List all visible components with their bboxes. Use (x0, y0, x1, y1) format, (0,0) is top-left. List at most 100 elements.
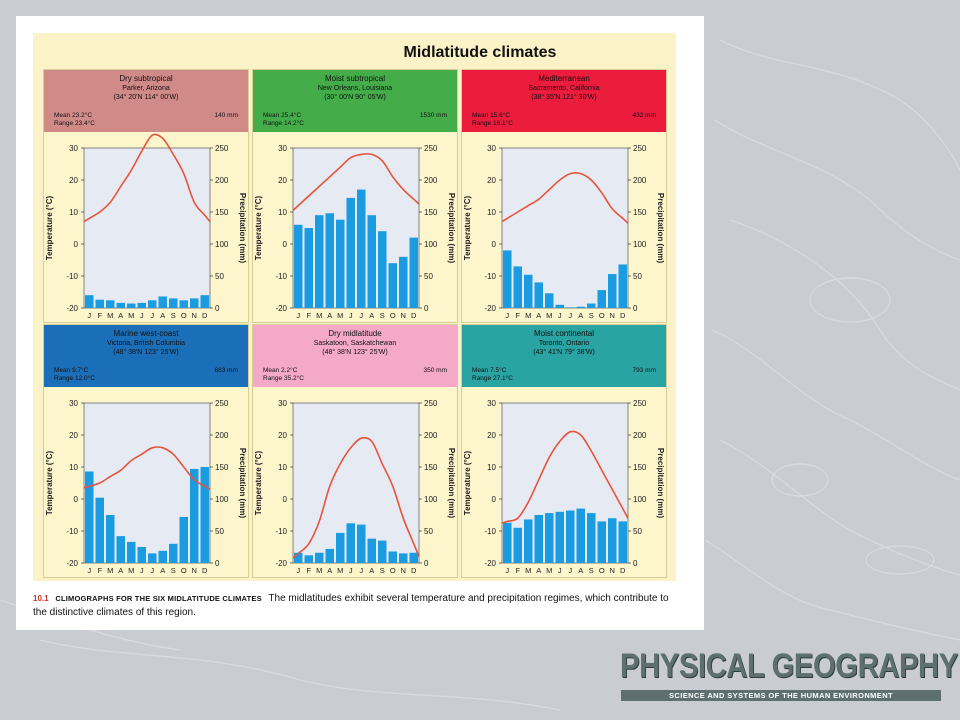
temperature-tick-label: 10 (69, 208, 78, 217)
precipitation-tick-label: 150 (215, 463, 229, 472)
precipitation-bar (116, 302, 125, 308)
month-label: J (140, 566, 144, 575)
climograph-panel: Moist subtropical New Orleans, Louisiana (… (252, 69, 458, 323)
precipitation-bar (95, 299, 104, 308)
precipitation-bar (399, 256, 408, 308)
month-label: O (390, 311, 396, 320)
month-label: M (316, 311, 322, 320)
month-label: A (118, 311, 123, 320)
station-location: Parker, Arizona (122, 85, 170, 92)
precipitation-tick-label: 0 (633, 304, 638, 313)
temperature-tick-label: 30 (69, 399, 78, 408)
temperature-tick-label: 20 (487, 176, 496, 185)
figure-caption: 10.1 CLIMOGRAPHS FOR THE SIX MIDLATITUDE… (33, 592, 683, 620)
temperature-line (83, 133, 211, 223)
temperature-range: Range 14.2°C (263, 120, 304, 127)
precipitation-tick-label: 0 (424, 304, 429, 313)
precipitation-axis-title: Precipitation (mm) (238, 193, 247, 264)
climate-name: Mediterranean (538, 74, 590, 83)
annual-precipitation: 683 mm (214, 367, 238, 374)
temperature-tick-label: -10 (484, 527, 496, 536)
precipitation-tick-label: 100 (215, 240, 229, 249)
precipitation-bar (315, 552, 324, 563)
precipitation-bar (555, 304, 564, 308)
precipitation-tick-label: 50 (215, 527, 224, 536)
precipitation-tick-label: 150 (424, 208, 438, 217)
temperature-tick-label: 20 (278, 176, 287, 185)
precipitation-bar (116, 536, 125, 563)
precipitation-tick-label: 0 (424, 559, 429, 568)
precipitation-tick-label: 150 (633, 463, 647, 472)
month-label: N (401, 311, 406, 320)
month-label: J (568, 566, 572, 575)
temperature-tick-label: 10 (278, 208, 287, 217)
precipitation-bar (304, 555, 313, 563)
month-label: S (380, 566, 385, 575)
mean-temperature: Mean 9.7°C (54, 367, 89, 374)
precipitation-bar (566, 510, 575, 563)
temperature-tick-label: -10 (275, 527, 287, 536)
precipitation-tick-label: 200 (215, 431, 229, 440)
month-label: J (349, 311, 353, 320)
precipitation-bar (127, 303, 136, 308)
precipitation-bar (325, 213, 334, 308)
temperature-line (292, 152, 420, 211)
precipitation-bar (148, 300, 157, 308)
precipitation-bar (137, 302, 146, 308)
temperature-tick-label: 0 (492, 240, 497, 249)
precipitation-bar (545, 293, 554, 308)
precipitation-bar (294, 224, 303, 308)
precipitation-bar (169, 543, 178, 563)
mean-temperature: Mean 7.5°C (472, 367, 507, 374)
panel-header: Mediterranean Sacramento, California (38° … (462, 70, 666, 132)
month-label: A (327, 566, 332, 575)
temperature-line (292, 436, 420, 559)
month-label: N (610, 566, 615, 575)
month-label: N (192, 311, 197, 320)
plot-area (501, 402, 629, 564)
plot-area (292, 402, 420, 564)
precipitation-bar (576, 508, 585, 563)
month-label: S (171, 566, 176, 575)
caption-text: The midlatitudes exhibit several tempera… (33, 593, 669, 618)
temperature-line (501, 171, 629, 224)
temperature-tick-label: -20 (484, 559, 496, 568)
month-label: J (568, 311, 572, 320)
plot-area (292, 147, 420, 309)
temperature-tick-label: 30 (278, 399, 287, 408)
temperature-tick-label: 30 (278, 144, 287, 153)
precipitation-tick-label: 150 (424, 463, 438, 472)
month-label: M (337, 566, 343, 575)
precipitation-bar (597, 290, 606, 308)
precipitation-bar (503, 522, 512, 563)
month-label: A (160, 311, 165, 320)
precipitation-bar (587, 303, 596, 308)
plot-area (501, 147, 629, 309)
station-coordinates: (30° 00'N 90° 05'W) (324, 94, 386, 101)
precipitation-bar (566, 307, 575, 308)
precipitation-axis-title: Precipitation (mm) (656, 448, 665, 519)
precipitation-bar (608, 518, 617, 563)
precipitation-axis-title: Precipitation (mm) (447, 193, 456, 264)
month-label: A (327, 311, 332, 320)
temperature-line (501, 430, 629, 524)
month-label: S (380, 311, 385, 320)
temperature-tick-label: 30 (487, 144, 496, 153)
precipitation-bar (618, 264, 627, 308)
precipitation-bar (169, 298, 178, 308)
station-location: Toronto, Ontario (538, 340, 590, 347)
month-label: M (128, 566, 134, 575)
precipitation-bar (158, 550, 167, 563)
month-label: D (620, 311, 626, 320)
precipitation-tick-label: 200 (633, 176, 647, 185)
month-label: J (505, 566, 509, 575)
precipitation-bar (85, 471, 94, 563)
temperature-axis-title: Temperature (°C) (254, 450, 263, 515)
month-label: A (118, 566, 123, 575)
precipitation-bar (534, 515, 543, 563)
climograph-panel: Dry midlatitude Saskatoon, Saskatchewan (4… (252, 324, 458, 578)
temperature-tick-label: 0 (492, 495, 497, 504)
temperature-axis-title: Temperature (°C) (463, 195, 472, 260)
